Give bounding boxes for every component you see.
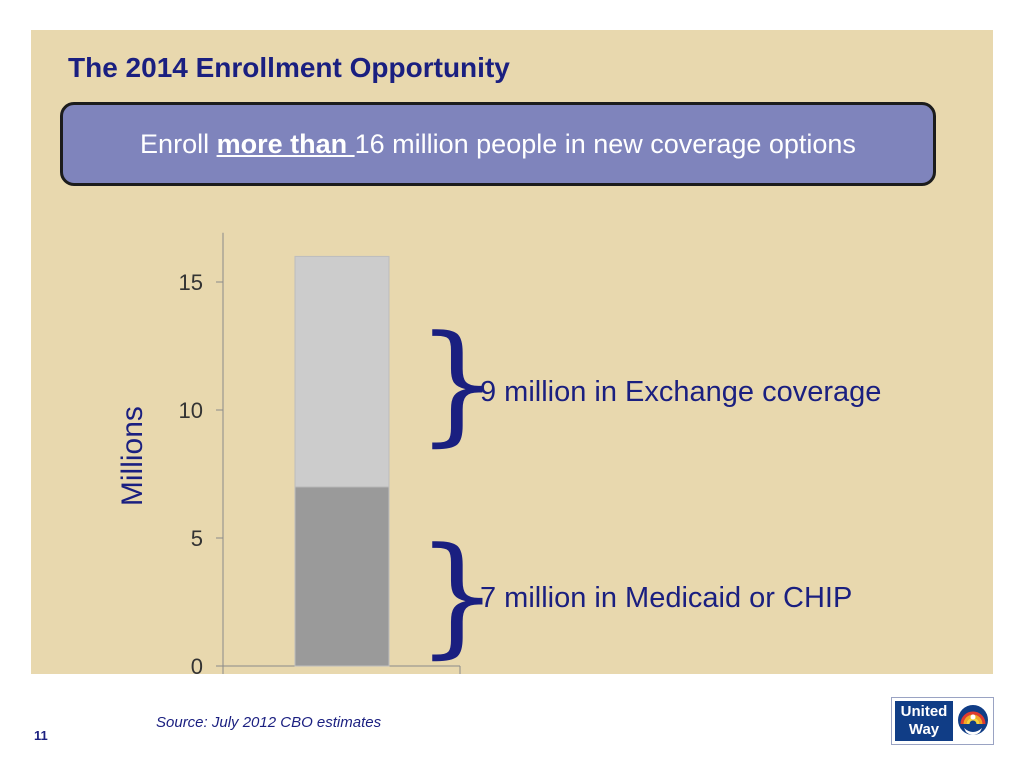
united-way-logo: United Way — [891, 697, 994, 745]
brace-medicaid-icon: } — [416, 519, 499, 671]
logo-line-1: United — [900, 703, 948, 720]
source-note: Source: July 2012 CBO estimates — [156, 714, 382, 731]
y-axis-title: Millions — [116, 406, 149, 506]
headline-box: Enroll more than 16 million people in ne… — [60, 102, 936, 186]
headline-text: Enroll more than 16 million people in ne… — [88, 127, 908, 161]
y-tick-label-15: 15 — [179, 270, 203, 295]
headline-prefix: Enroll — [140, 129, 217, 159]
annotation-medicaid: 7 million in Medicaid or CHIP — [480, 582, 853, 614]
headline-suffix: 16 million people in new coverage option… — [354, 129, 856, 159]
y-tick-label-10: 10 — [179, 398, 203, 423]
annotation-exchange: 9 million in Exchange coverage — [480, 376, 882, 408]
bar-segment-1 — [294, 486, 390, 667]
slide-number: 11 — [34, 728, 48, 743]
logo-line-2: Way — [908, 721, 940, 738]
hand-rainbow-logo-icon — [958, 705, 988, 735]
bar-segment-2 — [294, 255, 390, 488]
brace-exchange-icon: } — [416, 307, 499, 459]
y-tick-label-0: 0 — [191, 654, 203, 679]
y-tick-label-5: 5 — [191, 526, 203, 551]
logo-wordmark: United Way — [895, 701, 953, 741]
headline-emphasis: more than — [216, 129, 355, 159]
slide-title: The 2014 Enrollment Opportunity — [68, 52, 510, 83]
